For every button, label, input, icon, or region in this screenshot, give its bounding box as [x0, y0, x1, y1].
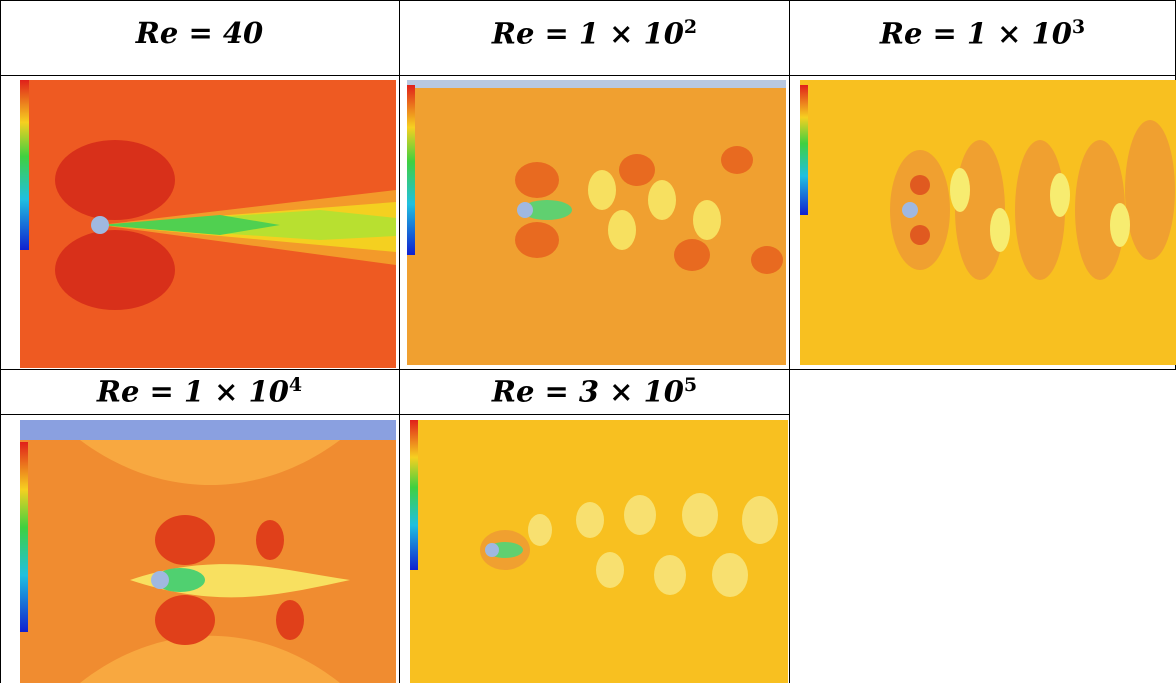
exponent: 2 — [684, 16, 697, 38]
cell-header: Re = 1 × 103 — [790, 16, 1175, 51]
exponent: 3 — [1072, 16, 1085, 38]
label: Re = 1 × 10 — [880, 17, 1072, 51]
border — [399, 0, 400, 683]
border — [0, 0, 1, 683]
contour-plot — [800, 80, 1176, 365]
contour-plot — [407, 80, 786, 365]
border — [789, 0, 790, 683]
cell-header: Re = 40 — [0, 16, 399, 50]
label: Re = 40 — [136, 16, 263, 50]
border — [0, 414, 790, 415]
label: Re = 3 × 10 — [492, 375, 684, 409]
border — [0, 75, 1176, 76]
border — [0, 0, 1176, 1]
cell-header: Re = 3 × 105 — [400, 374, 789, 409]
results-table: Re = 40 Re = 1 × 102 Re = 1 × 103 Re = 1… — [0, 0, 1176, 683]
border — [0, 369, 1176, 370]
exponent: 5 — [684, 374, 697, 396]
cell-header: Re = 1 × 104 — [0, 374, 399, 409]
label: Re = 1 × 10 — [492, 17, 684, 51]
label: Re = 1 × 10 — [97, 375, 289, 409]
contour-plot — [20, 80, 396, 368]
contour-plot — [20, 420, 396, 683]
contour-plot — [410, 420, 788, 683]
exponent: 4 — [289, 374, 302, 396]
cell-header: Re = 1 × 102 — [400, 16, 789, 51]
